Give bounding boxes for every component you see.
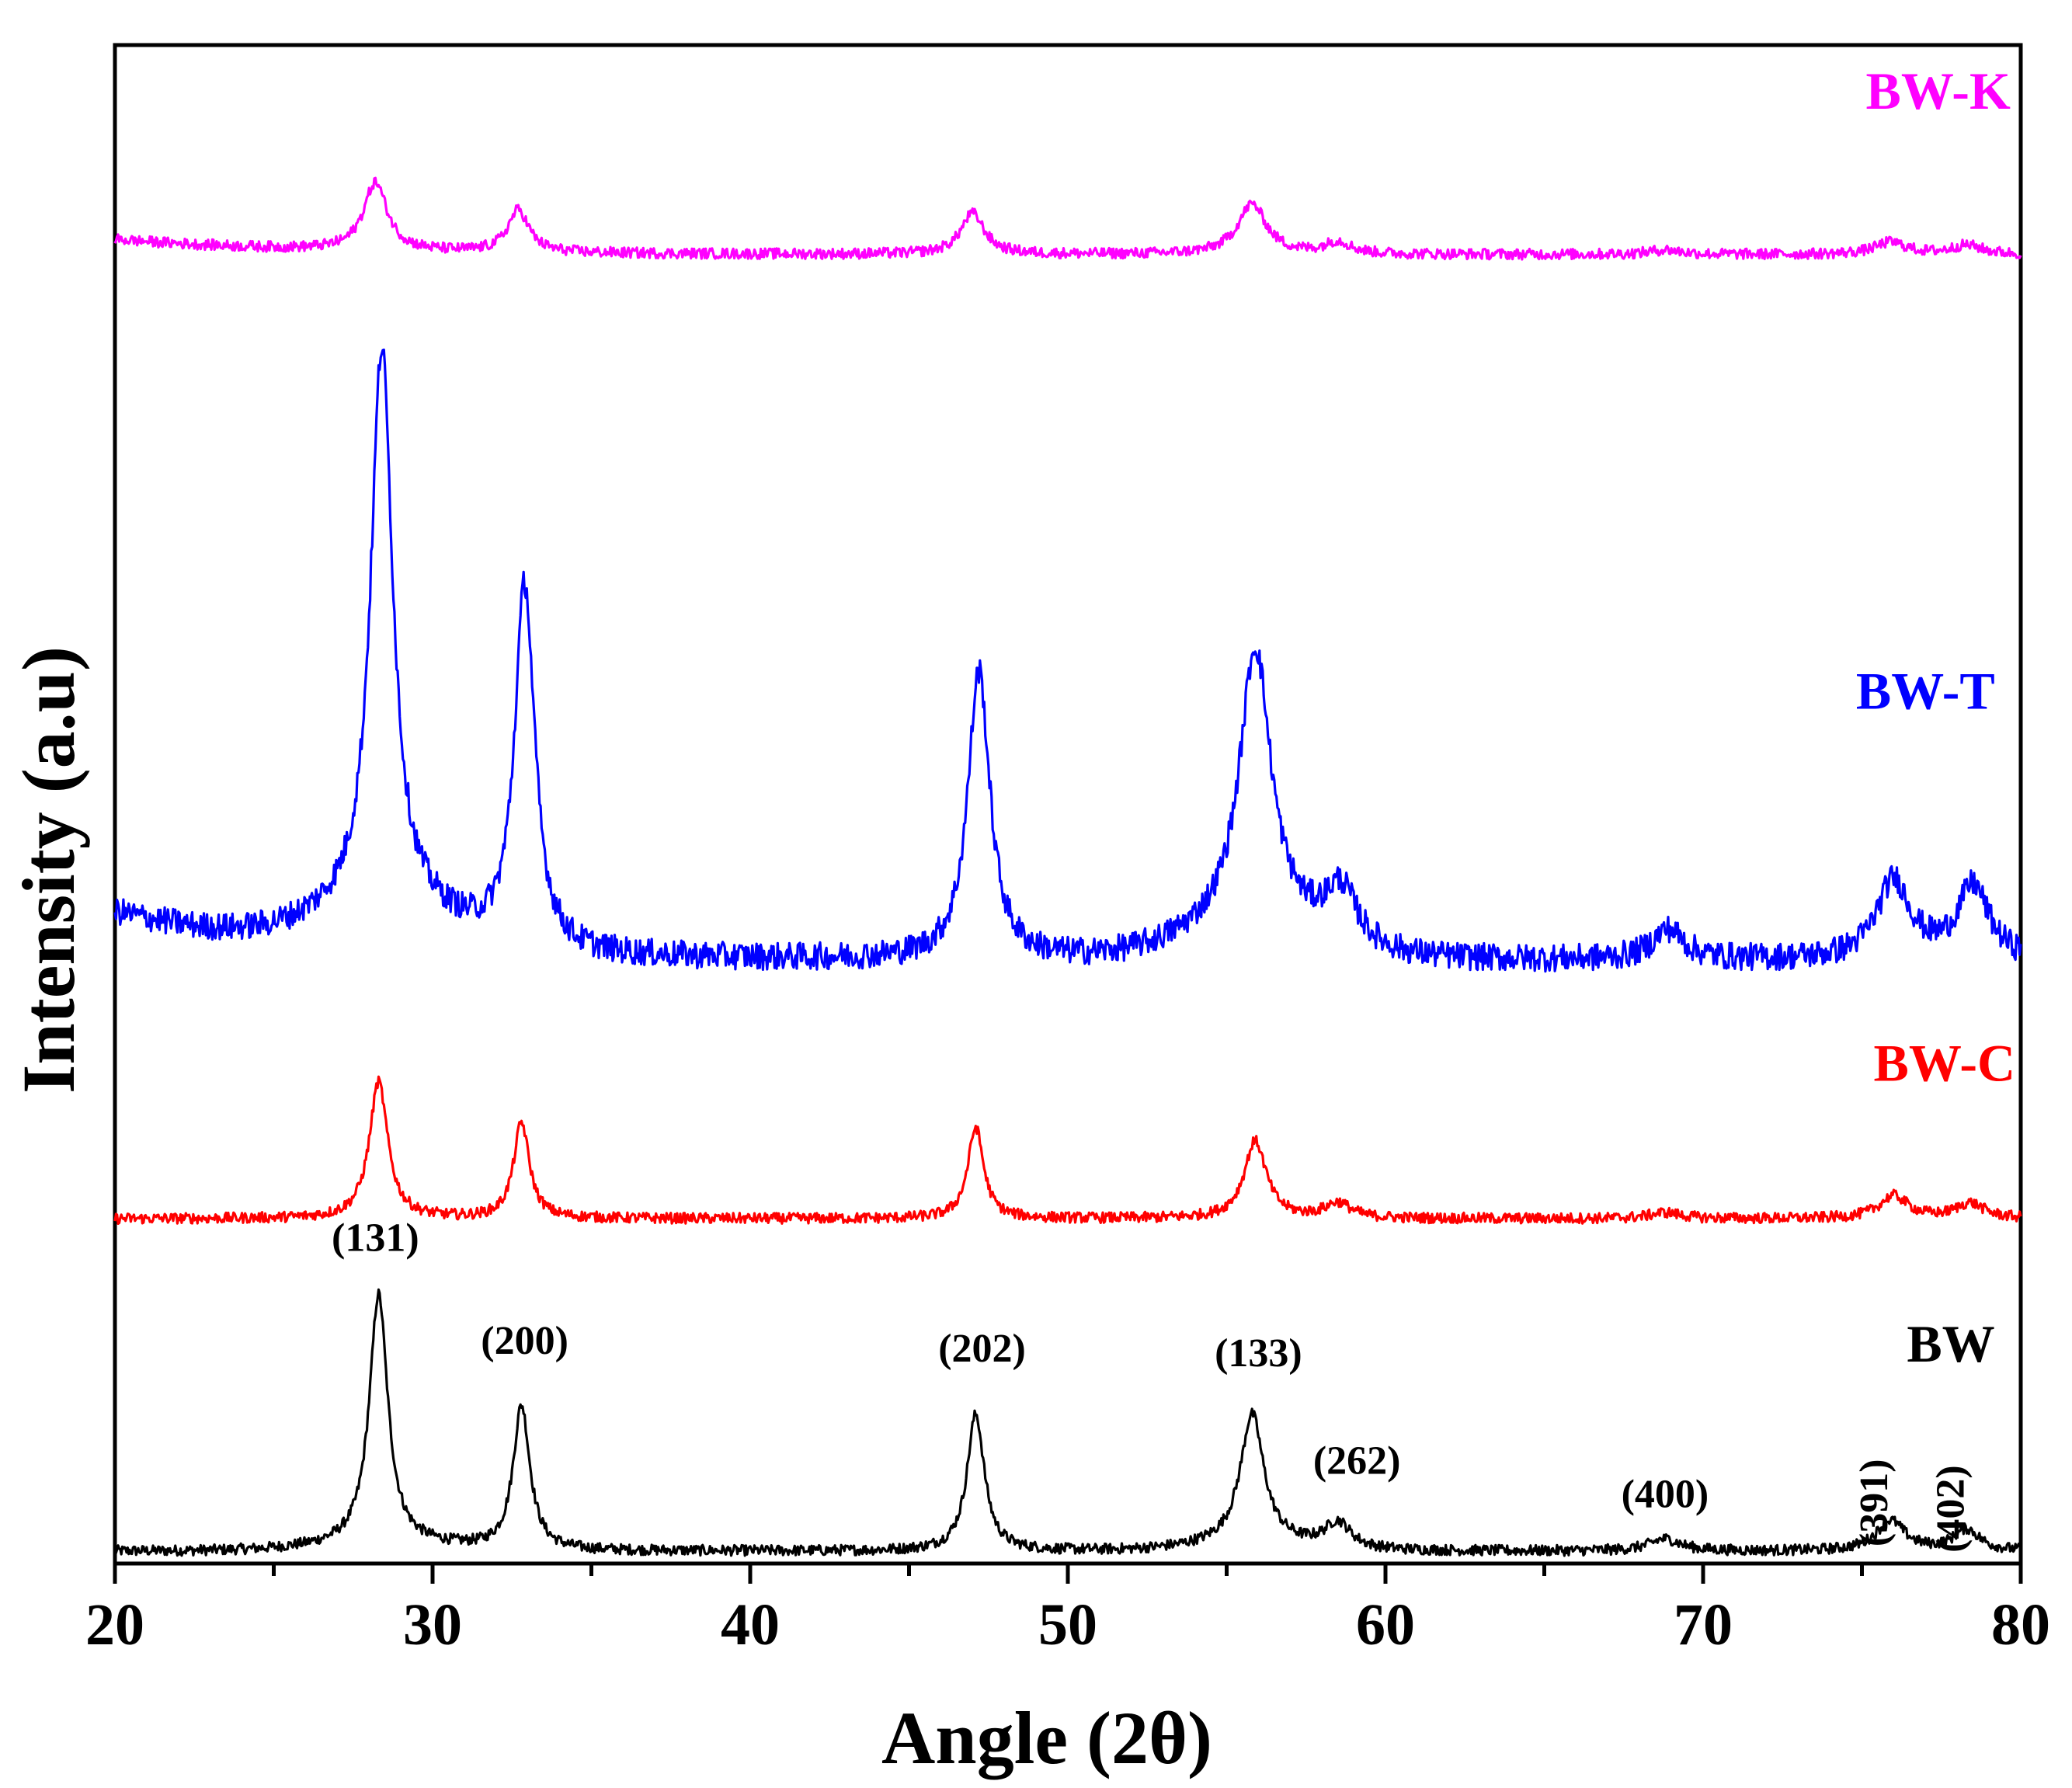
peak-annotations: (131) (200) (202) (133) (262) (400) (391) (402) [332, 1216, 1973, 1553]
x-axis-ticks: 20 30 40 50 60 70 80 [85, 1564, 2050, 1658]
series-line-bw-k [113, 176, 2022, 261]
hkl-annotation: (133) [1215, 1331, 1302, 1376]
x-tick-label: 30 [403, 1592, 462, 1658]
hkl-annotation: (402) [1928, 1465, 1973, 1553]
x-tick-label: 20 [85, 1592, 144, 1658]
series-layer [113, 176, 2022, 1557]
series-line-bw-c [113, 1075, 2022, 1226]
x-tick-label: 70 [1674, 1592, 1733, 1658]
hkl-annotation: (200) [481, 1319, 568, 1363]
x-tick-label: 40 [721, 1592, 780, 1658]
x-tick-label: 50 [1038, 1592, 1097, 1658]
plot-frame [113, 43, 2023, 1566]
x-tick-label: 60 [1356, 1592, 1415, 1658]
y-axis-title: Intensity (a.u) [7, 646, 90, 1094]
hkl-annotation: (262) [1313, 1439, 1401, 1484]
series-labels: BW BW-C BW-T BW-K [1856, 61, 2015, 1373]
series-line-bw [113, 1288, 2022, 1557]
hkl-annotation: (202) [938, 1327, 1026, 1371]
x-tick-label: 80 [1991, 1592, 2050, 1658]
hkl-annotation: (400) [1622, 1473, 1709, 1517]
series-line-bw-t [113, 348, 2022, 973]
hkl-annotation: (131) [332, 1216, 419, 1260]
plot-border [113, 43, 2023, 1566]
series-label-bw: BW [1907, 1314, 1994, 1373]
series-label-bw-c: BW-C [1874, 1033, 2016, 1092]
series-label-bw-k: BW-K [1865, 61, 2010, 120]
series-label-bw-t: BW-T [1856, 661, 1995, 720]
x-axis-title: Angle (2θ) [881, 1696, 1212, 1779]
hkl-annotation: (391) [1852, 1459, 1896, 1546]
